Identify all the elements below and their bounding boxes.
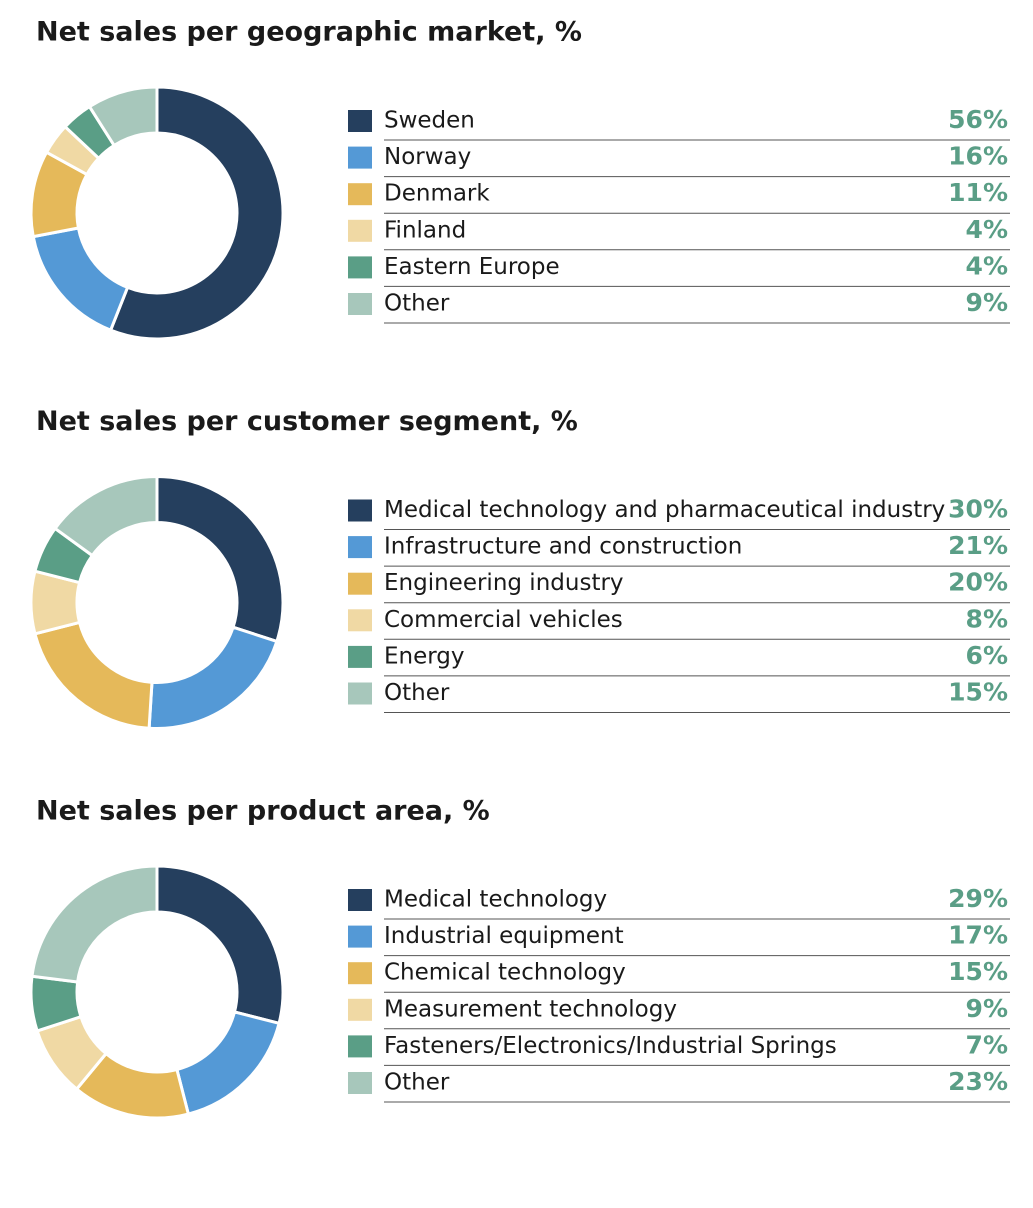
value-label: 15% [948,678,1008,707]
legend-label: Chemical technology [384,960,626,986]
legend-swatch [348,256,372,279]
legend-swatch [348,609,372,632]
legend-swatch [348,293,372,315]
legend-label: Other [384,1070,450,1096]
value-label: 6% [966,641,1008,670]
value-label: 16% [948,142,1008,171]
legend-label: Medical technology [384,887,607,913]
legend-label: Denmark [384,181,490,207]
value-label: 23% [948,1067,1008,1096]
value-label: 56% [948,105,1008,134]
chart-title: Net sales per product area, % [36,796,490,827]
legend-label: Commercial vehicles [384,607,623,633]
value-label: 17% [948,921,1008,950]
legend-swatch [348,183,372,206]
donut-segment [147,625,279,730]
legend-label: Infrastructure and construction [384,534,742,560]
legend-label: Norway [384,144,471,170]
value-label: 21% [948,531,1008,560]
donut-segment [155,474,285,644]
legend-label: Industrial equipment [384,923,624,949]
legend-swatch [348,1035,372,1058]
donut-segment [175,1010,281,1116]
legend-label: Energy [384,643,465,669]
donut-segment [31,226,130,333]
value-label: 15% [948,957,1008,986]
legend-label: Other [384,680,450,706]
value-label: 9% [966,994,1008,1023]
legend-swatch [348,146,372,169]
legend-label: Medical technology and pharmaceutical in… [384,497,945,523]
legend-swatch [348,110,372,132]
legend-swatch [348,572,372,595]
value-label: 7% [966,1030,1008,1059]
legend-label: Finland [384,217,466,243]
value-label: 30% [948,495,1008,524]
value-label: 8% [966,604,1008,633]
legend-label: Eastern Europe [384,254,560,280]
donut-segment [87,85,159,148]
value-label: 4% [966,251,1008,280]
legend-label: Measurement technology [384,996,677,1022]
legend-swatch [348,536,372,559]
value-label: 11% [948,178,1008,207]
legend-swatch [348,219,372,242]
value-label: 29% [948,884,1008,913]
legend-swatch [348,1072,372,1094]
legend-swatch [348,682,372,705]
legend-swatch [348,998,372,1021]
donut-segment [108,85,285,341]
legend-swatch [348,889,372,911]
value-label: 9% [966,288,1008,317]
donut-segment [52,474,159,558]
legend-label: Engineering industry [384,570,624,596]
legend-swatch [348,925,372,948]
chart-title: Net sales per geographic market, % [36,17,582,48]
legend-swatch [348,645,372,668]
donut-segment [155,864,285,1026]
donut-segment [30,864,159,984]
donut-segment [33,620,154,730]
value-label: 20% [948,568,1008,597]
chart-title: Net sales per customer segment, % [36,406,578,437]
legend-swatch [348,962,372,985]
value-label: 4% [966,215,1008,244]
legend-label: Sweden [384,108,475,134]
legend-label: Other [384,291,450,317]
legend-swatch [348,499,372,522]
legend-label: Fasteners/Electronics/Industrial Springs [384,1033,837,1059]
